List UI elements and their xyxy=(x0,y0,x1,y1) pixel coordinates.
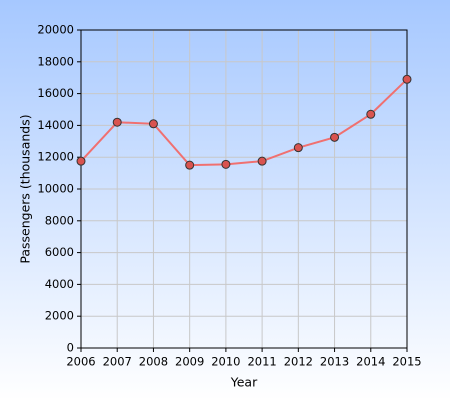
line xyxy=(80,78,408,167)
x-tick-label: 2013 xyxy=(320,355,349,369)
y-tick-label: 0 xyxy=(67,341,74,355)
y-tick-label: 18000 xyxy=(37,54,74,68)
marker xyxy=(221,159,231,169)
x-tick-label: 2012 xyxy=(284,355,313,369)
x-axis-label: Year xyxy=(230,375,258,390)
marker xyxy=(330,132,340,142)
y-tick-label: 10000 xyxy=(37,182,74,196)
y-tick-label: 20000 xyxy=(37,23,74,37)
y-tick-label: 12000 xyxy=(37,150,74,164)
x-tick-label: 2010 xyxy=(211,355,240,369)
marker xyxy=(257,156,267,166)
marker xyxy=(76,156,86,166)
marker xyxy=(148,119,158,129)
x-tick-label: 2006 xyxy=(66,355,95,369)
marker xyxy=(366,109,376,119)
x-tick-label: 2009 xyxy=(175,355,204,369)
x-tick-label: 2007 xyxy=(103,355,132,369)
x-tick-label: 2011 xyxy=(247,355,276,369)
x-tick-label: 2014 xyxy=(356,355,385,369)
marker xyxy=(185,160,195,170)
marker xyxy=(402,74,412,84)
y-tick-label: 14000 xyxy=(37,118,74,132)
y-tick-label: 8000 xyxy=(45,213,74,227)
y-axis-label: Passengers (thousands) xyxy=(18,114,33,263)
y-tick-label: 2000 xyxy=(45,309,74,323)
plot-border xyxy=(80,29,408,349)
x-tick-label: 2008 xyxy=(139,355,168,369)
y-tick-label: 4000 xyxy=(45,277,74,291)
y-tick-label: 16000 xyxy=(37,86,74,100)
marker xyxy=(293,143,303,153)
marker xyxy=(112,117,122,127)
x-tick-label: 2015 xyxy=(392,355,421,369)
y-tick-label: 6000 xyxy=(45,245,74,259)
